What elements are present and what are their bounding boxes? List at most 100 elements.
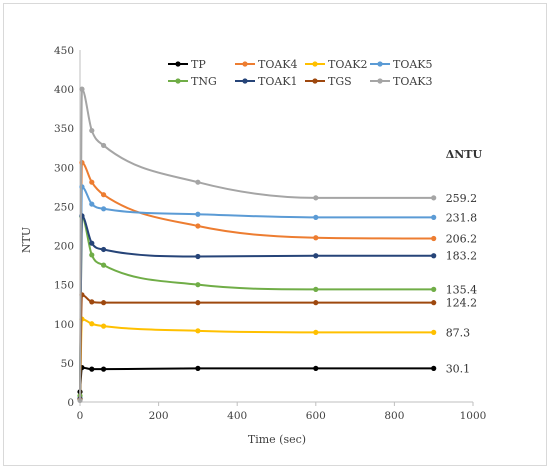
data-point (100, 192, 107, 198)
y-axis-title: NTU (20, 227, 33, 253)
data-point (100, 323, 107, 329)
legend-label: TOAK3 (393, 75, 433, 88)
data-point (100, 142, 107, 149)
data-point (89, 252, 95, 258)
data-point (100, 262, 107, 268)
data-point (100, 366, 107, 372)
data-point (313, 253, 319, 259)
data-point (313, 300, 319, 306)
delta-label: 124.2 (446, 297, 478, 310)
y-tick-label: 250 (54, 201, 74, 213)
data-point (195, 253, 201, 260)
data-point (195, 365, 201, 371)
legend-item-toak2: TOAK2 (305, 58, 368, 71)
data-point (431, 300, 437, 306)
legend-item-toak4: TOAK4 (235, 58, 298, 71)
data-point (195, 179, 201, 185)
delta-ntu-header: ΔNTU (446, 148, 483, 161)
legend-label: TOAK4 (258, 58, 298, 71)
delta-label: 135.4 (446, 283, 478, 296)
y-tick-label: 100 (54, 319, 74, 331)
data-point (431, 235, 437, 242)
y-tick-label: 300 (54, 162, 74, 174)
data-point (195, 211, 201, 217)
series-layer (77, 86, 437, 404)
legend-item-toak1: TOAK1 (235, 75, 298, 88)
y-tick-label: 400 (54, 84, 74, 96)
legend-item-toak3: TOAK3 (370, 75, 433, 88)
delta-label: 183.2 (446, 250, 478, 263)
data-point (195, 282, 201, 288)
data-point (89, 201, 95, 207)
data-point (313, 235, 319, 241)
data-point (195, 300, 201, 306)
legend: TP TOAK4 TOAK2 TOAK5 TNG TOAK1 TGS TOAK3 (168, 58, 433, 88)
legend-item-tp: TP (168, 58, 206, 71)
x-tick-label: 0 (77, 410, 84, 422)
data-point (79, 86, 85, 92)
data-point (89, 240, 95, 246)
delta-label: 231.8 (446, 211, 478, 224)
legend-label: TGS (328, 75, 352, 88)
x-tick-label: 600 (306, 410, 326, 422)
legend-label: TOAK1 (258, 75, 298, 88)
delta-label: 30.1 (446, 362, 471, 375)
y-tick-label: 350 (54, 123, 74, 135)
data-point (313, 214, 319, 220)
legend-label: TOAK2 (328, 58, 368, 71)
legend-marker (175, 61, 181, 67)
series-toak3 (77, 86, 437, 404)
legend-marker (312, 61, 318, 67)
y-tick-label: 0 (67, 397, 74, 409)
y-tick-label: 50 (61, 358, 74, 370)
x-tick-label: 1000 (460, 410, 487, 422)
legend-marker (377, 78, 383, 84)
legend-item-toak5: TOAK5 (370, 58, 433, 71)
series-tp (77, 364, 437, 395)
legend-label: TOAK5 (393, 58, 433, 71)
data-point (89, 321, 95, 327)
series-tgs (77, 292, 437, 403)
legend-item-tgs: TGS (305, 75, 352, 88)
data-point (431, 214, 437, 220)
data-point (313, 329, 319, 335)
legend-marker (312, 78, 318, 84)
delta-label: 87.3 (446, 326, 471, 339)
data-point (100, 300, 107, 306)
data-point (431, 286, 437, 292)
x-axis-title: Time (sec) (248, 433, 306, 446)
y-tick-label: 200 (54, 241, 74, 253)
data-point (313, 286, 319, 292)
x-tick-label: 400 (227, 410, 247, 422)
data-point (431, 253, 437, 259)
data-point (77, 397, 83, 404)
data-point (100, 246, 107, 253)
x-tick-label: 200 (149, 410, 169, 422)
data-point (195, 328, 201, 334)
x-tick-label: 800 (384, 410, 404, 422)
data-point (431, 195, 437, 201)
data-point (100, 206, 107, 212)
data-point (313, 195, 319, 201)
legend-label: TNG (191, 75, 217, 88)
chart-border (3, 3, 547, 466)
delta-label: 206.2 (446, 233, 478, 246)
y-tick-label: 450 (54, 45, 74, 57)
data-point (89, 299, 95, 305)
data-point (431, 365, 437, 371)
data-point (89, 179, 95, 185)
data-point (313, 365, 319, 371)
legend-marker (175, 78, 181, 84)
legend-marker (242, 61, 248, 67)
data-point (89, 366, 95, 372)
y-tick-label: 150 (54, 280, 74, 292)
legend-marker (377, 61, 383, 67)
data-point (89, 127, 95, 134)
legend-label: TP (191, 58, 206, 71)
legend-item-tng: TNG (168, 75, 217, 88)
legend-marker (242, 78, 248, 84)
data-point (431, 329, 437, 335)
